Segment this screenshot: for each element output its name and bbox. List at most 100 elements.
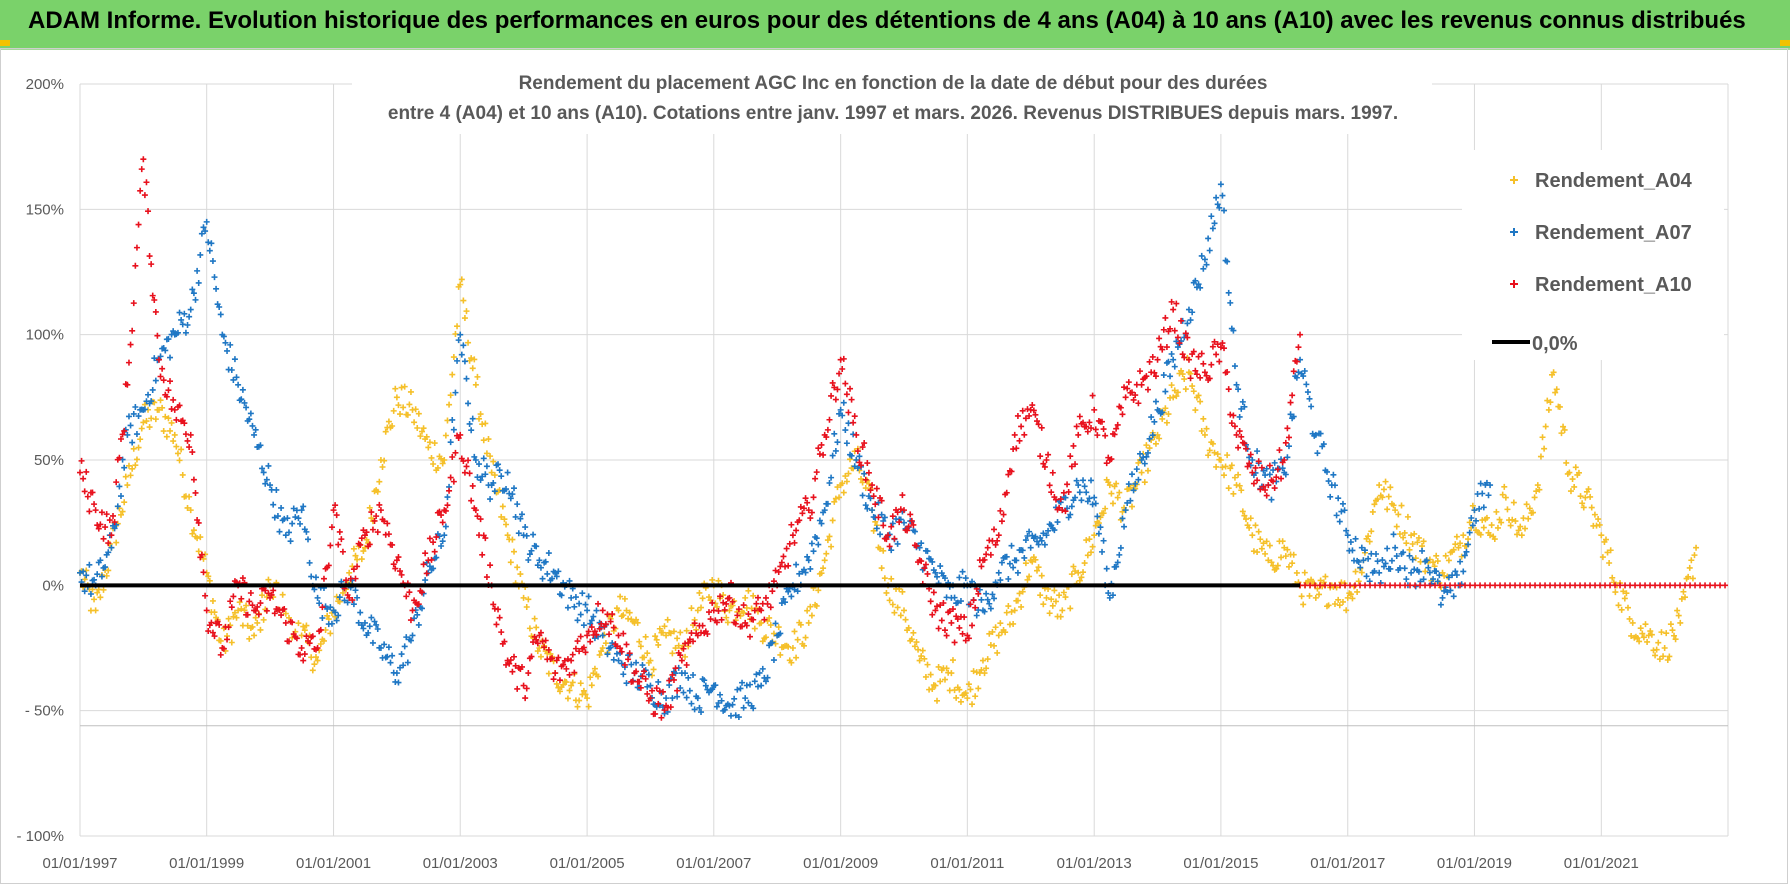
rendement-a07-point xyxy=(564,604,571,611)
rendement-a04-point xyxy=(1541,445,1548,452)
rendement-a10-point xyxy=(306,640,313,647)
rendement-a10-point xyxy=(1270,478,1277,485)
rendement-a07-point xyxy=(1469,522,1476,529)
rendement-a04-point xyxy=(992,624,999,631)
rendement-a04-point xyxy=(862,485,869,492)
rendement-a04-point xyxy=(560,681,567,688)
rendement-a04-point xyxy=(1211,449,1218,456)
rendement-a10-zero-point xyxy=(1497,582,1504,589)
rendement-a07-point xyxy=(577,611,584,618)
rendement-a04-point xyxy=(137,436,144,443)
rendement-a07-point xyxy=(132,404,139,411)
rendement-a04-point xyxy=(587,674,594,681)
rendement-a10-point xyxy=(707,616,714,623)
rendement-a07-point xyxy=(584,607,591,614)
rendement-a07-point xyxy=(1293,374,1300,381)
rendement-a04-point xyxy=(637,643,644,650)
rendement-a10-point xyxy=(525,670,532,677)
rendement-a10-point xyxy=(377,507,384,514)
rendement-a07-point xyxy=(200,224,207,231)
rendement-a07-point xyxy=(1415,568,1422,575)
rendement-a10-point xyxy=(160,377,167,384)
rendement-a04-point xyxy=(301,627,308,634)
rendement-a10-point xyxy=(1206,375,1213,382)
rendement-a07-point xyxy=(366,623,373,630)
rendement-a10-point xyxy=(163,393,170,400)
rendement-a10-point xyxy=(729,598,736,605)
rendement-a04-point xyxy=(1499,491,1506,498)
rendement-a10-point xyxy=(888,523,895,530)
rendement-a04-point xyxy=(469,365,476,372)
rendement-a10-point xyxy=(1190,348,1197,355)
rendement-a04-point xyxy=(133,456,140,463)
rendement-a10-zero-point xyxy=(1342,582,1349,589)
rendement-a10-point xyxy=(105,540,112,547)
rendement-a07-point xyxy=(962,575,969,582)
rendement-a10-point xyxy=(534,640,541,647)
rendement-a10-point xyxy=(332,502,339,509)
rendement-a07-point xyxy=(184,322,191,329)
rendement-a07-point xyxy=(831,430,838,437)
rendement-a07-point xyxy=(815,541,822,548)
rendement-a07-point xyxy=(398,651,405,658)
rendement-a07-point xyxy=(1095,530,1102,537)
rendement-a10-point xyxy=(1013,445,1020,452)
rendement-a07-point xyxy=(663,695,670,702)
rendement-a10-point xyxy=(930,589,937,596)
rendement-a10-point xyxy=(1236,428,1243,435)
rendement-a07-point xyxy=(1325,478,1332,485)
rendement-a07-point xyxy=(859,492,866,499)
rendement-a10-zero-point xyxy=(1442,582,1449,589)
rendement-a04-point xyxy=(1412,555,1419,562)
rendement-a04-point xyxy=(908,636,915,643)
rendement-a04-point xyxy=(1076,577,1083,584)
rendement-a10-point xyxy=(368,509,375,516)
rendement-a04-point xyxy=(1190,388,1197,395)
rendement-a10-point xyxy=(723,600,730,607)
rendement-a10-point xyxy=(1176,340,1183,347)
rendement-a07-point xyxy=(566,577,573,584)
rendement-a04-point xyxy=(1661,645,1668,651)
chart-title-line: Rendement du placement AGC Inc en foncti… xyxy=(519,73,1268,94)
rendement-a10-point xyxy=(1181,354,1188,361)
rendement-a04-point xyxy=(661,623,668,630)
rendement-a10-point xyxy=(667,704,674,711)
rendement-a07-point xyxy=(91,576,98,583)
rendement-a07-point xyxy=(469,415,476,422)
rendement-a04-point xyxy=(265,576,272,583)
rendement-a04-point xyxy=(233,614,240,621)
rendement-a10-point xyxy=(1070,442,1077,449)
rendement-a04-point xyxy=(808,612,815,619)
rendement-a04-point xyxy=(724,619,731,626)
rendement-a04-point xyxy=(317,640,324,647)
rendement-a10-point xyxy=(576,648,583,655)
rendement-a04-point xyxy=(309,667,316,674)
rendement-a10-point xyxy=(397,568,404,575)
rendement-a07-point xyxy=(1339,500,1346,507)
rendement-a04-point xyxy=(891,609,898,616)
rendement-a07-point xyxy=(358,622,365,629)
rendement-a07-point xyxy=(252,426,259,433)
rendement-a04-point xyxy=(414,424,421,431)
rendement-a04-point xyxy=(813,602,820,609)
rendement-a04-point xyxy=(430,460,437,467)
rendement-a10-zero-point xyxy=(1352,582,1359,589)
rendement-a10-point xyxy=(1083,423,1090,430)
rendement-a04-point xyxy=(1198,428,1205,435)
rendement-a04-point xyxy=(1246,524,1253,531)
rendement-a04-point xyxy=(499,503,506,510)
rendement-a10-point xyxy=(818,441,825,448)
rendement-a04-point xyxy=(698,604,705,611)
rendement-a04-point xyxy=(1480,524,1487,531)
rendement-a10-point xyxy=(1171,327,1178,334)
rendement-a07-point xyxy=(176,309,183,316)
rendement-a07-point xyxy=(1051,527,1058,534)
rendement-a04-point xyxy=(200,555,207,562)
rendement-a04-point xyxy=(766,614,773,621)
rendement-a10-point xyxy=(319,604,326,611)
rendement-a07-point xyxy=(324,605,331,612)
rendement-a10-point xyxy=(541,644,548,651)
rendement-a10-point xyxy=(834,386,841,393)
rendement-a07-point xyxy=(991,595,998,602)
rendement-a10-point xyxy=(1287,399,1294,406)
